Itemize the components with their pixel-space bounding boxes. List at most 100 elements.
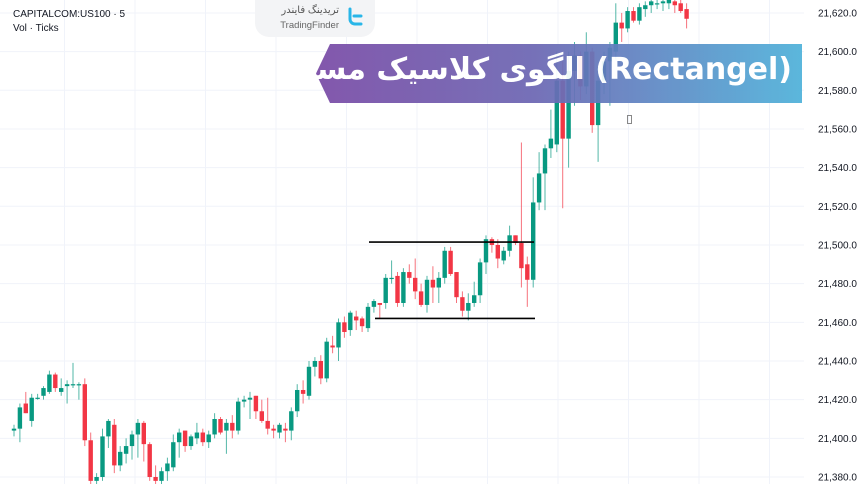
candle-down: [330, 345, 335, 348]
candle-up: [542, 148, 548, 174]
candle-up: [348, 312, 353, 331]
candle-up: [123, 446, 129, 454]
candle-down: [342, 322, 347, 332]
candle-down: [300, 389, 306, 394]
candle-up: [306, 366, 312, 396]
candle-up: [17, 407, 23, 429]
y-axis-tick-label: 21,620.0: [818, 8, 857, 19]
candle-up: [466, 302, 471, 311]
candle-up: [312, 360, 318, 367]
candle-up: [613, 22, 618, 52]
candle-up: [548, 138, 554, 149]
logo-mark-icon: [348, 7, 363, 26]
candle-up: [625, 11, 630, 29]
candle-down: [230, 422, 235, 431]
candle-up: [501, 250, 506, 261]
candle-up: [649, 1, 654, 6]
y-axis-tick-label: 21,580.0: [818, 86, 857, 97]
candle-down: [418, 291, 424, 305]
candle-up: [442, 250, 447, 278]
candle-up: [507, 235, 512, 251]
candle-down: [23, 403, 28, 414]
candle-up: [383, 277, 388, 303]
candle-up: [171, 442, 176, 468]
candle-up: [324, 341, 329, 379]
candle-up: [94, 477, 99, 481]
candle-up: [566, 70, 571, 139]
candle-down: [454, 272, 459, 298]
candle-down: [395, 275, 400, 303]
title-banner: الگوی کلاسیک مستطیل (Rectangel): [316, 44, 802, 103]
candle-down: [631, 11, 636, 21]
candle-up: [289, 411, 294, 431]
candle-up: [224, 422, 229, 431]
candle-up: [135, 422, 141, 435]
candle-up: [70, 384, 76, 386]
candle-up: [212, 418, 217, 435]
candle-up: [536, 173, 542, 203]
candle-up: [295, 389, 300, 412]
candle-down: [448, 250, 453, 274]
candle-up: [666, 0, 672, 4]
candle-down: [359, 318, 365, 327]
candle-up: [424, 279, 430, 305]
candle-up: [64, 384, 70, 387]
candle-up: [531, 202, 536, 280]
candle-up: [643, 5, 648, 10]
candle-up: [637, 7, 642, 21]
candle-up: [11, 428, 17, 431]
y-axis-tick-label: 21,380.0: [818, 473, 857, 484]
candle-up: [241, 399, 247, 402]
candle-down: [182, 430, 188, 447]
candle-up: [41, 388, 46, 396]
candle-down: [153, 477, 158, 481]
candle-down: [684, 9, 689, 19]
candle-down: [259, 411, 264, 421]
candle-up: [100, 436, 105, 477]
y-axis-tick-label: 21,480.0: [818, 279, 857, 290]
tradingfinder-logo: تریدینگ فایندر TradingFinder: [255, 0, 375, 37]
candle-up: [35, 397, 40, 399]
y-axis-tick-label: 21,460.0: [818, 318, 857, 329]
candle-down: [271, 428, 276, 431]
symbol-legend: CAPITALCOM:US100 · 5 Vol · Ticks: [13, 8, 125, 36]
cursor-marker: [627, 115, 632, 124]
candle-down: [200, 432, 205, 443]
candle-up: [76, 384, 82, 386]
candle-down: [88, 440, 93, 481]
candle-up: [177, 432, 182, 443]
candle-down: [253, 395, 259, 412]
logo-text-en: TradingFinder: [280, 20, 339, 31]
candle-down: [430, 279, 436, 288]
candle-down: [519, 243, 524, 269]
candle-up: [277, 424, 282, 433]
candle-down: [283, 428, 288, 431]
candle-up: [654, 3, 660, 5]
candle-up: [247, 397, 253, 400]
candle-down: [672, 1, 677, 6]
candle-down: [318, 360, 323, 379]
candle-up: [389, 277, 394, 280]
candle-down: [560, 80, 565, 139]
candle-down: [53, 374, 58, 389]
candle-up: [194, 432, 200, 439]
candle-up: [472, 295, 477, 303]
candle-up: [118, 451, 123, 466]
candle-down: [619, 22, 624, 29]
y-axis-tick-label: 21,440.0: [818, 356, 857, 367]
candle-up: [660, 1, 666, 4]
candle-up: [159, 471, 164, 481]
candle-up: [365, 306, 371, 329]
candle-up: [483, 239, 489, 263]
y-axis-tick-label: 21,420.0: [818, 395, 857, 406]
candle-up: [47, 374, 52, 392]
candle-up: [554, 80, 559, 145]
candle-down: [525, 264, 530, 280]
candle-down: [141, 422, 146, 445]
candle-down: [413, 277, 418, 292]
candle-up: [436, 277, 441, 288]
candle-up: [206, 434, 211, 443]
candle-down: [377, 302, 382, 305]
candle-up: [129, 434, 135, 447]
logo-text-fa: تریدینگ فایندر: [281, 5, 339, 16]
